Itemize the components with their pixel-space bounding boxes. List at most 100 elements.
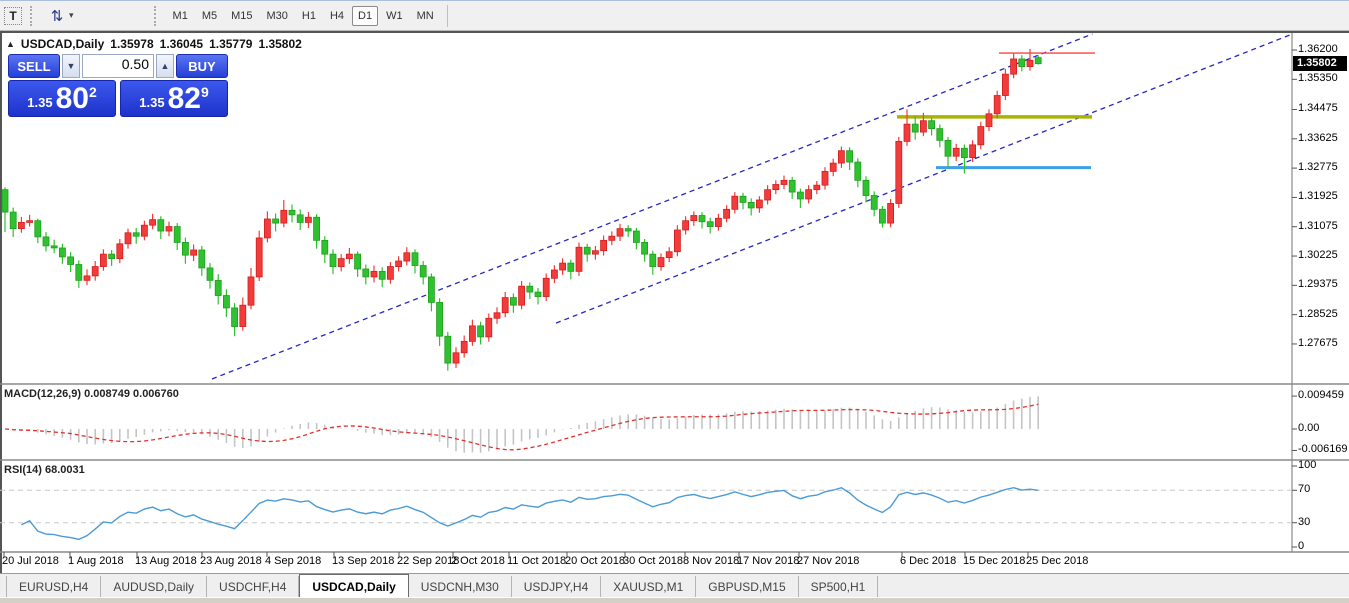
date-axis-label: 13 Sep 2018 bbox=[332, 555, 395, 567]
text-tool-glyph: T bbox=[9, 8, 17, 23]
ohlc-low: 1.35779 bbox=[209, 37, 253, 51]
chart-tab-USDCAD-Daily[interactable]: USDCAD,Daily bbox=[299, 574, 409, 597]
rsi-panel bbox=[0, 486, 1292, 541]
date-axis-label: 4 Sep 2018 bbox=[265, 555, 322, 567]
timeframe-button-W1[interactable]: W1 bbox=[386, 9, 403, 22]
price-axis-label: 1.28525 bbox=[1298, 307, 1338, 320]
chart-tab-USDCNH-M30[interactable]: USDCNH,M30 bbox=[409, 576, 512, 597]
date-axis-label: 20 Oct 2018 bbox=[565, 555, 625, 567]
price-axis-label: 1.29375 bbox=[1298, 278, 1338, 291]
channel-trendlines bbox=[211, 33, 1293, 380]
volume-increase-button[interactable]: ▲ bbox=[156, 54, 174, 78]
timeframe-button-M30[interactable]: M30 bbox=[266, 9, 288, 22]
date-axis-label: 6 Dec 2018 bbox=[900, 555, 957, 567]
date-axis-label: 25 Dec 2018 bbox=[1026, 555, 1089, 567]
timeframe-button-M5[interactable]: M5 bbox=[201, 9, 218, 22]
chart-tab-XAUUSD-M1[interactable]: XAUUSD,M1 bbox=[601, 576, 697, 597]
sell-price-display[interactable]: 1.35 80 2 bbox=[8, 80, 116, 117]
macd-axis-label: 0.009459 bbox=[1298, 389, 1344, 402]
rsi-axis-label: 0 bbox=[1298, 540, 1305, 552]
sell-button[interactable]: SELL bbox=[8, 54, 60, 78]
date-axis-label: 27 Nov 2018 bbox=[797, 555, 860, 567]
macd-axis-label: 0.00 bbox=[1298, 422, 1320, 434]
timeframe-button-MN[interactable]: MN bbox=[416, 9, 434, 22]
price-axis-label: 1.27675 bbox=[1298, 336, 1338, 349]
buy-price-pip: 9 bbox=[200, 84, 209, 100]
chart-tab-USDJPY-H4[interactable]: USDJPY,H4 bbox=[512, 576, 602, 597]
price-axis-label: 1.31925 bbox=[1298, 190, 1338, 203]
ohlc-open: 1.35978 bbox=[110, 37, 154, 51]
rsi-axis-label: 70 bbox=[1298, 483, 1311, 496]
ohlc-close: 1.35802 bbox=[258, 37, 302, 51]
date-axis-label: 8 Nov 2018 bbox=[683, 555, 740, 567]
date-axis-label: 1 Aug 2018 bbox=[68, 555, 124, 567]
collapse-panel-icon[interactable]: ▲ bbox=[6, 39, 15, 49]
date-axis-label: 30 Oct 2018 bbox=[623, 555, 683, 567]
chart-symbol-label: USDCAD,Daily bbox=[20, 37, 105, 51]
price-axis-label: 1.30225 bbox=[1298, 249, 1338, 262]
level-lines bbox=[897, 52, 1095, 170]
buy-button[interactable]: BUY bbox=[176, 54, 228, 78]
timeframe-button-M1[interactable]: M1 bbox=[172, 9, 188, 22]
arrange-dropdown-caret[interactable]: ▾ bbox=[69, 10, 74, 21]
timeframe-button-M15[interactable]: M15 bbox=[231, 9, 253, 22]
date-axis-label: 15 Dec 2018 bbox=[963, 555, 1026, 567]
chart-area[interactable]: ▲ USDCAD,Daily 1.35978 1.36045 1.35779 1… bbox=[0, 31, 1349, 573]
top-toolbar: T ⇅ ▾ M1 M5 M15 M30 H1 H4 D1 W1 MN bbox=[0, 1, 1349, 31]
chart-tab-EURUSD-H4[interactable]: EURUSD,H4 bbox=[6, 576, 102, 597]
sell-price-main: 80 bbox=[55, 82, 89, 115]
buy-price-prefix: 1.35 bbox=[139, 95, 165, 110]
date-axis-label: 11 Oct 2018 bbox=[507, 555, 567, 567]
caret-glyph: ▾ bbox=[69, 10, 74, 20]
macd-signal-line bbox=[4, 403, 1039, 451]
one-click-trading-panel: SELL ▼ 0.50 ▲ BUY 1.35 80 2 1.35 82 9 bbox=[8, 54, 228, 117]
date-axis-label: 17 Nov 2018 bbox=[737, 555, 800, 567]
date-axis-label: 13 Aug 2018 bbox=[135, 555, 197, 567]
chart-tab-GBPUSD-M15[interactable]: GBPUSD,M15 bbox=[696, 576, 799, 597]
candles bbox=[1, 48, 1042, 371]
toolbar-grip bbox=[30, 5, 34, 26]
date-axis-label: 23 Aug 2018 bbox=[200, 555, 262, 567]
current-price-badge: 1.35802 bbox=[1293, 55, 1347, 71]
buy-price-display[interactable]: 1.35 82 9 bbox=[120, 80, 228, 117]
macd-histogram bbox=[12, 396, 1039, 453]
arrange-windows-icon[interactable]: ⇅ bbox=[46, 5, 68, 27]
timeframe-button-H4[interactable]: H4 bbox=[329, 9, 345, 22]
chart-frame bbox=[0, 31, 1349, 573]
price-axis-label: 1.33625 bbox=[1298, 131, 1338, 144]
date-axis-label: 22 Sep 2018 bbox=[397, 555, 460, 567]
price-axis-label: 1.32775 bbox=[1298, 161, 1338, 174]
timeframe-button-D1[interactable]: D1 bbox=[352, 5, 379, 26]
window-bottom-edge bbox=[0, 597, 1349, 603]
ohlc-high: 1.36045 bbox=[159, 37, 204, 51]
timeframe-button-H1[interactable]: H1 bbox=[301, 9, 316, 22]
volume-input[interactable]: 0.50 bbox=[82, 54, 154, 78]
date-axis-label: 2 Oct 2018 bbox=[451, 555, 505, 567]
rsi-axis-label: 30 bbox=[1298, 515, 1311, 528]
buy-price-main: 82 bbox=[167, 82, 201, 115]
toolbar-grip-2 bbox=[153, 5, 158, 26]
price-axis-label: 1.36200 bbox=[1298, 43, 1338, 55]
date-axis-label: 20 Jul 2018 bbox=[2, 555, 59, 567]
chart-ohlc-header: ▲ USDCAD,Daily 1.35978 1.36045 1.35779 1… bbox=[6, 37, 302, 51]
rsi-line bbox=[21, 486, 1039, 541]
chart-tab-SP500-H1[interactable]: SP500,H1 bbox=[799, 576, 879, 597]
timeframe-toolbar: M1 M5 M15 M30 H1 H4 D1 W1 MN bbox=[166, 5, 441, 26]
macd-indicator-label: MACD(12,26,9) 0.008749 0.006760 bbox=[4, 388, 179, 400]
sell-price-prefix: 1.35 bbox=[27, 95, 53, 110]
macd-axis-label: -0.006169 bbox=[1298, 443, 1348, 456]
price-axis-label: 1.31075 bbox=[1298, 219, 1338, 232]
sell-price-pip: 2 bbox=[88, 84, 97, 100]
chart-tab-AUDUSD-Daily[interactable]: AUDUSD,Daily bbox=[101, 576, 208, 597]
text-tool-icon[interactable]: T bbox=[4, 6, 22, 25]
rsi-axis-label: 100 bbox=[1298, 459, 1317, 471]
chart-tab-USDCHF-H4[interactable]: USDCHF,H4 bbox=[207, 576, 300, 597]
chart-tab-bar: EURUSD,H4 AUDUSD,Daily USDCHF,H4 USDCAD,Dai… bbox=[0, 573, 1349, 597]
toolbar-separator bbox=[446, 4, 448, 27]
price-axis-label: 1.35350 bbox=[1298, 72, 1338, 85]
arrange-glyph: ⇅ bbox=[50, 7, 64, 25]
volume-decrease-button[interactable]: ▼ bbox=[62, 54, 80, 78]
price-axis-label: 1.34475 bbox=[1298, 102, 1338, 115]
